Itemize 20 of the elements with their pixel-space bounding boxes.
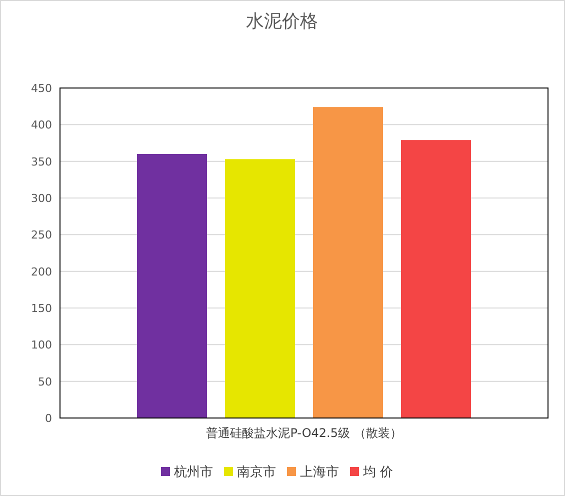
legend-label: 上海市	[300, 465, 339, 480]
y-tick-label: 350	[31, 155, 52, 168]
bar	[225, 159, 295, 418]
y-tick-label: 400	[31, 118, 52, 132]
y-tick-label: 200	[31, 265, 52, 278]
legend-label: 杭州市	[173, 465, 213, 480]
legend-label: 均 价	[362, 465, 394, 480]
y-tick-label: 250	[31, 228, 52, 242]
y-tick-label: 0	[45, 412, 52, 425]
y-tick-label: 300	[31, 192, 52, 205]
y-tick-label: 100	[31, 338, 52, 352]
y-tick-label: 450	[31, 82, 52, 95]
bar	[313, 107, 383, 418]
bar	[137, 154, 207, 418]
x-tick-label: 普通硅酸盐水泥P-O42.5级 （散装）	[206, 426, 402, 440]
chart-title: 水泥价格	[246, 11, 318, 32]
y-tick-label: 50	[38, 375, 52, 388]
legend-label: 南京市	[237, 465, 276, 480]
y-tick-label: 150	[31, 302, 52, 315]
bar	[401, 140, 471, 418]
